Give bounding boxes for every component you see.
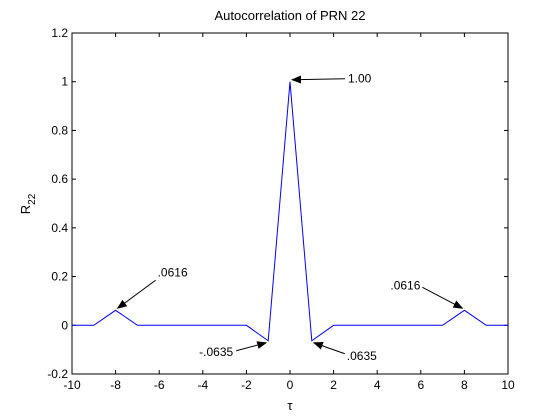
x-tick-label: 0 xyxy=(287,378,294,392)
x-axis-label: τ xyxy=(287,398,293,413)
y-tick-label: 0 xyxy=(61,318,68,332)
series-line-0 xyxy=(72,81,508,342)
plot-area xyxy=(71,32,509,375)
y-tick-label: 0.6 xyxy=(51,172,68,186)
y-tick-label: -0.2 xyxy=(47,367,68,381)
annotation-label: 1.00 xyxy=(348,72,372,86)
annotation-arrow xyxy=(312,341,345,355)
annotation-label: .0616 xyxy=(390,278,420,292)
annotation-arrow xyxy=(116,279,156,309)
annotation-layer: 1.00 .0616 .0616 -.0635 .0635 xyxy=(116,72,464,363)
x-tick-label: -8 xyxy=(110,378,121,392)
x-tick-label: 4 xyxy=(374,378,381,392)
x-tick-labels: -10 -8 -6 -4 -2 0 2 4 6 8 10 xyxy=(63,378,515,392)
y-tick-label: 0.2 xyxy=(51,270,68,284)
x-tick-label: 8 xyxy=(461,378,468,392)
x-tick-label: 6 xyxy=(417,378,424,392)
y-axis-label: R22 xyxy=(18,193,38,214)
series-layer xyxy=(72,81,508,342)
y-axis-label-subscript: 22 xyxy=(27,193,38,205)
x-tick-label: -6 xyxy=(154,378,165,392)
x-tick-label: 2 xyxy=(330,378,337,392)
annotation-label: .0635 xyxy=(347,349,377,363)
annotation-arrow xyxy=(422,286,464,309)
y-tick-label: 0.8 xyxy=(51,123,68,137)
x-tick-label: -4 xyxy=(197,378,208,392)
annotation-arrow xyxy=(291,75,346,84)
x-tick-label: -2 xyxy=(241,378,252,392)
ticks xyxy=(71,32,509,375)
y-axis-label-base: R xyxy=(18,205,33,214)
y-tick-labels: -0.2 0 0.2 0.4 0.6 0.8 1 1.2 xyxy=(47,26,68,381)
y-tick-label: 1 xyxy=(61,75,68,89)
y-tick-label: 0.4 xyxy=(51,221,68,235)
y-tick-label: 1.2 xyxy=(51,26,68,40)
annotation-arrow xyxy=(236,341,268,352)
x-tick-label: -10 xyxy=(63,378,81,392)
annotation-label: -.0635 xyxy=(199,345,233,359)
x-tick-label: 10 xyxy=(501,378,515,392)
chart-title: Autocorrelation of PRN 22 xyxy=(214,8,365,23)
annotation-label: .0616 xyxy=(158,265,188,279)
axes-box xyxy=(71,32,509,375)
